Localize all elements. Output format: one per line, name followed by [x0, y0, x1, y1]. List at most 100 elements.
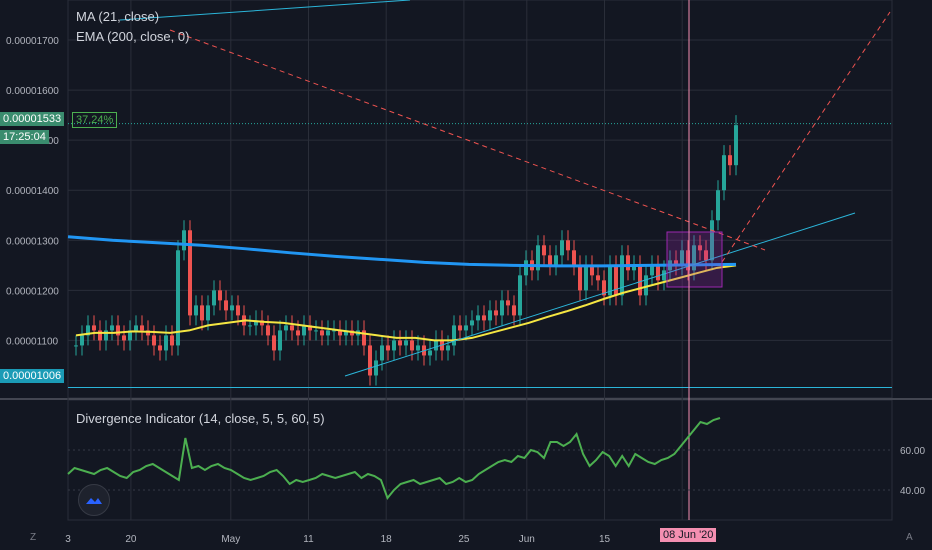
candle-body	[224, 300, 228, 311]
candle-body	[368, 345, 372, 376]
candle-body	[266, 325, 270, 336]
candle-body	[272, 335, 276, 351]
candle-body	[122, 335, 126, 341]
candle-body	[296, 330, 300, 336]
x-tick-label: 15	[599, 534, 611, 545]
trend-line-top	[119, 0, 411, 21]
candle-body	[290, 325, 294, 331]
candle-body	[128, 330, 132, 341]
legend-ma[interactable]: MA (21, close)	[76, 9, 160, 24]
candle-body	[362, 330, 366, 346]
x-tick-label: 11	[303, 534, 314, 545]
x-tick-label: 3	[65, 534, 71, 545]
overlays	[67, 0, 892, 520]
x-tick-label: May	[221, 534, 240, 545]
candle-body	[734, 125, 738, 166]
candle-body	[302, 325, 306, 336]
candle-body	[506, 300, 510, 306]
candle-body	[80, 335, 84, 346]
indicator-tick-label: 40.00	[900, 486, 925, 497]
candle-body	[152, 335, 156, 346]
candle-body	[146, 330, 150, 336]
candle-body	[692, 245, 696, 271]
candle-body	[338, 330, 342, 336]
candle-body	[596, 275, 600, 281]
candles	[74, 115, 738, 386]
candle-body	[458, 325, 462, 331]
candle-body	[542, 245, 546, 256]
candle-body	[716, 190, 720, 221]
candle-body	[344, 330, 348, 336]
candle-body	[470, 320, 474, 326]
y-tick-label: 0.00001100	[6, 336, 59, 347]
candle-body	[176, 250, 180, 346]
candle-body	[662, 270, 666, 281]
countdown-tag: 17:25:04	[0, 130, 49, 144]
projection-line	[721, 11, 891, 263]
candle-body	[248, 325, 252, 327]
candle-body	[722, 155, 726, 191]
candle-body	[278, 330, 282, 351]
candle-body	[566, 240, 570, 251]
candle-body	[182, 230, 186, 251]
candle-body	[170, 335, 174, 346]
candle-body	[512, 305, 516, 316]
legend-ema[interactable]: EMA (200, close, 0)	[76, 29, 190, 44]
logo[interactable]	[78, 484, 110, 516]
zoom-corner-left[interactable]: Z	[30, 532, 37, 543]
candle-body	[656, 265, 660, 281]
candle-body	[548, 255, 552, 266]
ema-line	[67, 235, 737, 268]
candle-body	[416, 345, 420, 351]
candle-body	[374, 360, 378, 376]
candle-body	[476, 315, 480, 321]
last-change-tag: 37.24%	[72, 112, 118, 128]
candle-body	[332, 330, 336, 332]
support-price-tag: 0.00001006	[0, 369, 65, 383]
candle-body	[704, 250, 708, 261]
candle-body	[410, 340, 414, 351]
legend-divergence[interactable]: Divergence Indicator (14, close, 5, 5, 6…	[76, 411, 325, 426]
y-tick-label: 0.00001700	[6, 36, 59, 47]
candle-body	[236, 305, 240, 316]
divergence-indicator: 60.00 40.00	[67, 417, 925, 500]
candle-body	[92, 325, 96, 331]
candle-body	[674, 260, 678, 266]
y-tick-label: 0.00001600	[6, 86, 59, 97]
candle-body	[116, 325, 120, 336]
candle-body	[686, 250, 690, 271]
candle-body	[524, 260, 528, 276]
y-tick-label: 0.00001300	[6, 236, 59, 247]
x-tick-label: 18	[381, 534, 393, 545]
candle-body	[434, 340, 438, 351]
candle-body	[710, 220, 714, 261]
last-price: 0.00001533	[3, 113, 62, 125]
candle-body	[206, 305, 210, 321]
trend-line	[344, 212, 856, 377]
candle-body	[164, 335, 168, 351]
candle-body	[86, 325, 90, 336]
candle-body	[728, 155, 732, 166]
candle-body	[230, 305, 234, 311]
candle-body	[398, 340, 402, 346]
candle-body	[320, 330, 324, 336]
auto-scale-corner[interactable]: A	[906, 532, 913, 543]
candle-body	[404, 340, 408, 346]
candle-body	[284, 325, 288, 331]
candle-body	[380, 345, 384, 361]
candle-body	[464, 325, 468, 331]
last-price-tag: 0.00001533	[0, 112, 65, 126]
candle-body	[584, 265, 588, 291]
candle-body	[254, 320, 258, 326]
range-box	[666, 231, 723, 288]
candle-body	[518, 275, 522, 316]
x-tick-label: 20	[125, 534, 137, 545]
candle-body	[698, 245, 702, 251]
candle-body	[578, 265, 582, 291]
candle-body	[428, 350, 432, 356]
candle-body	[134, 325, 138, 331]
candle-body	[212, 290, 216, 306]
candle-body	[536, 245, 540, 271]
candle-body	[500, 300, 504, 316]
